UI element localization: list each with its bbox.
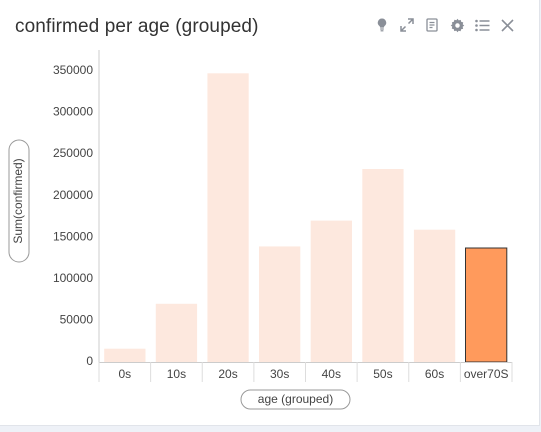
y-tick-label: 0 xyxy=(86,354,93,368)
x-axis: 0s 10s 20s 30s 40s 50s 60s over70S xyxy=(98,362,513,382)
x-axis-title: age (grouped) xyxy=(258,392,333,406)
x-tick-label: 60s xyxy=(425,367,444,381)
close-icon[interactable] xyxy=(499,17,515,33)
x-tick-label: 10s xyxy=(167,367,186,381)
bars xyxy=(104,73,508,363)
widget-toolbar xyxy=(374,17,515,33)
bar[interactable] xyxy=(104,348,146,362)
x-tick-label: 30s xyxy=(270,367,289,381)
x-tick-label: 20s xyxy=(218,367,237,381)
expand-icon[interactable] xyxy=(399,17,415,33)
y-tick-label: 150000 xyxy=(53,229,93,243)
y-axis: 0 50000 100000 150000 200000 250000 300000 3500… xyxy=(53,50,100,368)
y-tick-label: 50000 xyxy=(60,313,94,327)
y-tick-label: 350000 xyxy=(53,63,93,77)
x-tick-label: 50s xyxy=(373,367,392,381)
widget-title: confirmed per age (grouped) xyxy=(15,16,259,37)
y-tick-label: 100000 xyxy=(53,271,93,285)
y-axis-title-pill[interactable]: Sum(confirmed) xyxy=(8,139,30,263)
bar[interactable] xyxy=(310,220,352,362)
x-tick-label: 40s xyxy=(322,367,341,381)
bar[interactable] xyxy=(207,73,249,363)
list-icon[interactable] xyxy=(474,17,490,33)
x-tick-label: 0s xyxy=(118,367,131,381)
y-axis-title: Sum(confirmed) xyxy=(11,158,25,243)
bar[interactable] xyxy=(413,229,456,362)
gear-icon[interactable] xyxy=(449,17,465,33)
lightbulb-icon[interactable] xyxy=(374,17,390,33)
y-tick-label: 200000 xyxy=(53,188,93,202)
bar[interactable] xyxy=(259,246,301,362)
y-tick-label: 250000 xyxy=(53,146,93,160)
x-axis-title-pill[interactable]: age (grouped) xyxy=(240,389,351,410)
bar[interactable] xyxy=(155,303,198,362)
notes-icon[interactable] xyxy=(424,17,440,33)
x-tick-label: over70S xyxy=(464,367,509,381)
bar[interactable] xyxy=(362,169,404,362)
y-tick-label: 300000 xyxy=(53,105,93,119)
bar-highlighted[interactable] xyxy=(465,247,508,363)
